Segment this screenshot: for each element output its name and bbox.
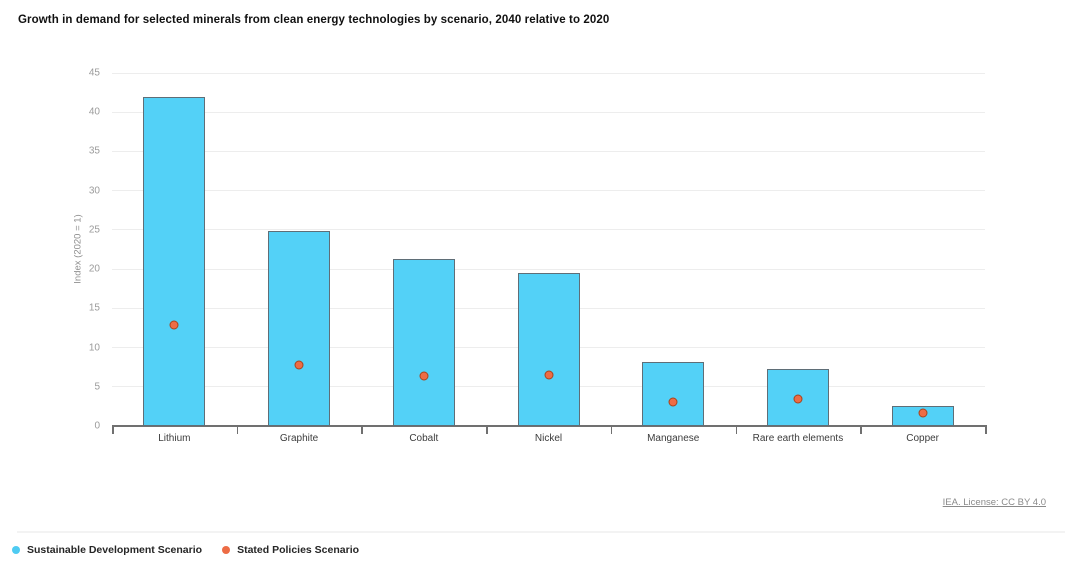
y-tick-label: 40 bbox=[88, 106, 100, 118]
legend-divider bbox=[17, 531, 1065, 533]
x-axis-tick bbox=[985, 427, 987, 434]
y-tick-label: 25 bbox=[88, 224, 100, 236]
x-axis-tick bbox=[112, 427, 114, 434]
bar-cobalt[interactable] bbox=[392, 258, 455, 426]
category-label: Nickel bbox=[534, 433, 563, 444]
scatter-point-graphite[interactable] bbox=[294, 360, 304, 370]
legend-item-label: Sustainable Development Scenario bbox=[27, 544, 203, 556]
legend-swatch-blue-dot-icon bbox=[12, 546, 20, 554]
y-tick-label: 45 bbox=[88, 67, 100, 79]
y-tick-label: 5 bbox=[94, 381, 100, 393]
bar-lithium[interactable] bbox=[143, 96, 206, 426]
legend-item-sustainable-development[interactable]: Sustainable Development Scenario bbox=[12, 544, 202, 556]
scatter-point-cobalt[interactable] bbox=[419, 371, 429, 381]
category-label: Rare earth elements bbox=[752, 433, 844, 444]
legend: Sustainable Development Scenario Stated … bbox=[12, 544, 359, 556]
gridline bbox=[112, 150, 985, 152]
x-axis-tick bbox=[735, 427, 738, 434]
scatter-point-nickel[interactable] bbox=[544, 370, 553, 380]
x-axis-tick bbox=[486, 427, 488, 434]
legend-item-stated-policies[interactable]: Stated Policies Scenario bbox=[222, 544, 359, 556]
x-axis-tick bbox=[236, 427, 239, 434]
y-tick-label: 20 bbox=[88, 263, 100, 275]
y-tick-label: 15 bbox=[88, 302, 100, 314]
category-label: Manganese bbox=[647, 433, 700, 444]
bar-manganese[interactable] bbox=[642, 362, 705, 426]
license-link[interactable]: IEA. License: CC BY 4.0 bbox=[942, 497, 1046, 508]
category-label: Copper bbox=[906, 433, 940, 444]
gridline bbox=[112, 111, 985, 113]
y-tick-label: 35 bbox=[88, 145, 100, 157]
scatter-point-rare-earth-elements[interactable] bbox=[793, 394, 803, 404]
category-label: Graphite bbox=[279, 433, 319, 444]
gridline bbox=[112, 268, 985, 270]
x-axis-tick bbox=[361, 427, 363, 434]
chart-title: Growth in demand for selected minerals f… bbox=[18, 14, 610, 26]
bar-graphite[interactable] bbox=[268, 230, 331, 426]
scatter-point-copper[interactable] bbox=[918, 408, 928, 418]
scatter-point-manganese[interactable] bbox=[668, 397, 678, 407]
scatter-point-lithium[interactable] bbox=[169, 320, 179, 330]
legend-swatch-orange-dot-icon bbox=[222, 546, 231, 554]
bar-nickel[interactable] bbox=[517, 273, 580, 426]
y-tick-label: 0 bbox=[94, 420, 100, 432]
x-axis-tick bbox=[610, 427, 613, 434]
gridline bbox=[112, 229, 985, 231]
y-tick-label: 30 bbox=[88, 185, 100, 197]
category-label: Cobalt bbox=[409, 433, 439, 444]
legend-item-label: Stated Policies Scenario bbox=[237, 544, 360, 556]
y-tick-label: 10 bbox=[88, 342, 100, 354]
x-axis-line bbox=[112, 425, 987, 427]
x-axis-tick bbox=[860, 427, 862, 434]
gridline bbox=[112, 190, 985, 192]
category-label: Lithium bbox=[158, 433, 191, 444]
gridline bbox=[112, 72, 985, 74]
